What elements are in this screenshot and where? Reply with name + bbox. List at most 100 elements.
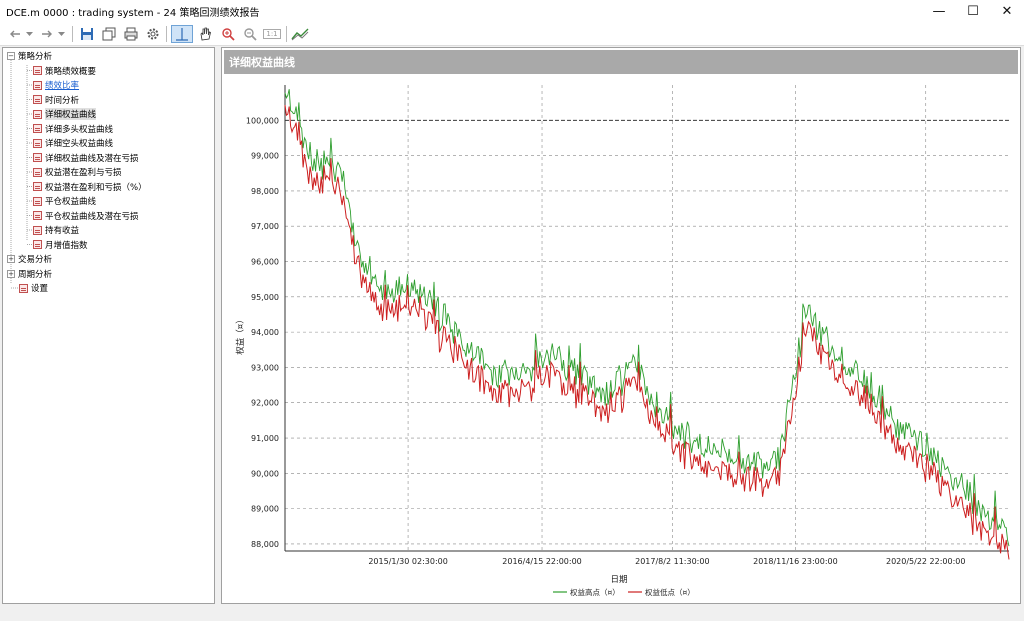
report-page-icon — [33, 124, 42, 133]
copy-icon — [102, 27, 116, 41]
tree-item[interactable]: 详细多头权益曲线 — [33, 122, 113, 136]
tree-item-settings[interactable]: 设置 — [19, 281, 48, 295]
x-tick-label: 2020/5/22 22:00:00 — [886, 557, 966, 566]
dropdown-icon — [25, 31, 33, 36]
tree-group[interactable]: − 策略分析 — [7, 49, 52, 63]
pan-button[interactable] — [196, 25, 214, 43]
panel-title: 详细权益曲线 — [224, 50, 1018, 74]
tree-group-label: 策略分析 — [18, 52, 53, 62]
sidebar-tree: − 策略分析策略绩效概要 绩效比率时间分析详细权益曲线详细多头权益曲线 详细空头权益曲… — [2, 47, 215, 604]
tree-item-label: 策略绩效概要 — [45, 66, 97, 77]
expand-icon[interactable]: + — [7, 255, 15, 263]
series-line-high — [284, 89, 1010, 547]
report-page-icon — [33, 80, 42, 90]
tree-item-label: 详细空头权益曲线 — [45, 139, 114, 149]
zoom-out-button[interactable] — [241, 25, 259, 43]
tree-item-label: 详细权益曲线 — [45, 108, 97, 120]
x-tick-label: 2016/4/15 22:00:00 — [502, 557, 582, 566]
report-page-icon — [33, 66, 42, 75]
save-button[interactable] — [78, 25, 96, 43]
report-page-icon — [33, 196, 42, 206]
tree-item[interactable]: 平仓权益曲线 — [33, 194, 96, 208]
tree-item[interactable]: 持有收益 — [33, 223, 79, 237]
y-tick-label: 99,000 — [251, 152, 279, 161]
equity-chart[interactable]: 88,000 89,000 90,000 91,000 92,000 93,000 94,0… — [223, 75, 1019, 603]
expand-icon[interactable]: + — [7, 269, 15, 278]
x-tick-label: 2015/1/30 02:30:00 — [368, 557, 448, 566]
tree-item[interactable]: 时间分析 — [33, 93, 79, 107]
report-page-icon — [33, 225, 42, 235]
y-tick-label: 88,000 — [251, 540, 279, 549]
report-page-icon — [33, 211, 42, 220]
report-page-icon — [33, 182, 42, 191]
window-title: DCE.m 0000 : trading system - 24 策略回测绩效报… — [6, 8, 260, 19]
title-bar: DCE.m 0000 : trading system - 24 策略回测绩效报… — [0, 0, 1024, 22]
report-page-icon — [33, 240, 42, 249]
y-tick-label: 96,000 — [251, 258, 279, 267]
tree-item-label: 时间分析 — [45, 95, 80, 106]
tree-item[interactable]: 策略绩效概要 — [33, 64, 96, 78]
status-bar — [0, 606, 1024, 621]
chart-panel: 详细权益曲线 88,000 89,000 90,000 91,000 92,000 93,… — [221, 47, 1021, 604]
tree-group-label: 交易分析 — [18, 255, 53, 265]
tree-item[interactable]: 详细空头权益曲线 — [33, 136, 113, 150]
settings-icon — [147, 28, 159, 40]
maximize-button[interactable]: ☐ — [956, 0, 990, 22]
zoom-reset-button[interactable]: 1:1 — [262, 25, 282, 43]
tree-item-label: 设置 — [31, 284, 49, 294]
tree-item[interactable]: 详细权益曲线及潜在亏损 — [33, 151, 139, 165]
zoom-in-button[interactable] — [219, 25, 237, 43]
report-page-icon — [33, 138, 42, 148]
zoom-in-icon — [222, 28, 235, 41]
tree-item-label: 平仓权益曲线 — [45, 197, 97, 207]
x-tick-label: 2018/11/16 23:00:00 — [753, 557, 838, 566]
toolbar-separator — [72, 26, 73, 42]
hand-icon — [200, 27, 211, 41]
toolbar: 1:1 — [0, 22, 1024, 46]
tree-item-label: 平仓权益曲线及潜在亏损 — [45, 211, 139, 222]
minimize-button[interactable]: — — [922, 0, 956, 22]
tree-group-label: 周期分析 — [18, 269, 53, 280]
settings-page-icon — [19, 283, 28, 293]
print-button[interactable] — [122, 25, 140, 43]
crosshair-button[interactable] — [171, 25, 193, 43]
save-icon — [81, 28, 93, 40]
forward-icon — [42, 30, 52, 38]
toolbar-separator — [166, 26, 167, 42]
tree-item[interactable]: 权益潜在盈利与亏损 — [33, 165, 122, 179]
y-tick-label: 100,000 — [246, 116, 279, 125]
tree-item-label: 详细多头权益曲线 — [45, 124, 114, 135]
legend-label: 权益高点（¤） — [570, 587, 620, 597]
copy-button[interactable] — [100, 25, 118, 43]
legend-label: 权益低点（¤） — [645, 587, 695, 597]
tree-group[interactable]: + 交易分析 — [7, 252, 52, 266]
tree-item[interactable]: 月增值指数 — [33, 238, 88, 252]
tree-item[interactable]: 详细权益曲线 — [33, 107, 97, 121]
report-page-icon — [33, 167, 42, 177]
y-tick-label: 97,000 — [251, 222, 279, 231]
chart-style-icon — [291, 28, 309, 41]
back-dropdown[interactable] — [24, 25, 34, 43]
tree-item-label: 权益潜在盈利和亏损（%） — [45, 182, 147, 193]
collapse-icon[interactable]: − — [7, 52, 15, 60]
settings-button[interactable] — [144, 25, 162, 43]
zoom-reset-icon: 1:1 — [263, 29, 281, 39]
tree-item[interactable]: 绩效比率 — [33, 78, 79, 92]
close-button[interactable]: ✕ — [990, 0, 1024, 22]
minimize-icon: — — [932, 3, 946, 19]
y-axis-label: 权益（¤） — [235, 315, 246, 354]
tree-item[interactable]: 权益潜在盈利和亏损（%） — [33, 180, 147, 194]
crosshair-icon — [176, 28, 188, 41]
tree-group[interactable]: + 周期分析 — [7, 267, 52, 281]
back-button[interactable] — [6, 25, 24, 43]
toolbar-separator — [286, 26, 287, 42]
chart-style-button[interactable] — [290, 25, 310, 43]
report-page-icon — [33, 95, 42, 104]
y-tick-label: 94,000 — [251, 328, 279, 337]
forward-button[interactable] — [38, 25, 56, 43]
tree-item[interactable]: 平仓权益曲线及潜在亏损 — [33, 209, 139, 223]
forward-dropdown[interactable] — [56, 25, 66, 43]
y-tick-label: 92,000 — [251, 399, 279, 408]
maximize-icon: ☐ — [967, 3, 979, 19]
series-line-low — [284, 104, 1010, 560]
